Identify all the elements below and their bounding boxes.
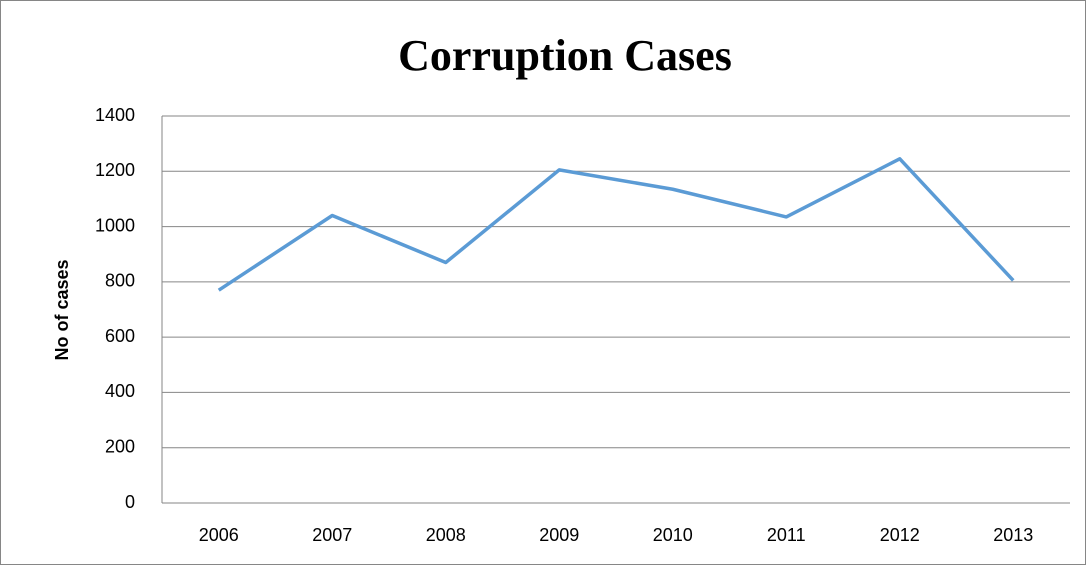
x-tick-label: 2007 bbox=[312, 525, 352, 545]
x-tick-label: 2013 bbox=[993, 525, 1033, 545]
y-tick-label: 200 bbox=[105, 436, 135, 456]
y-tick-label: 800 bbox=[105, 271, 135, 291]
x-tick-label: 2006 bbox=[199, 525, 239, 545]
x-tick-label: 2010 bbox=[653, 525, 693, 545]
y-tick-label: 1200 bbox=[95, 160, 135, 180]
y-tick-label: 0 bbox=[125, 492, 135, 512]
x-tick-label: 2011 bbox=[767, 525, 806, 545]
y-tick-label: 1000 bbox=[95, 215, 135, 235]
x-tick-label: 2009 bbox=[539, 525, 579, 545]
y-tick-label: 400 bbox=[105, 381, 135, 401]
y-axis-label: No of cases bbox=[52, 259, 72, 360]
y-tick-label: 1400 bbox=[95, 105, 135, 125]
x-tick-label: 2012 bbox=[880, 525, 920, 545]
chart-title: Corruption Cases bbox=[398, 31, 732, 80]
line-series bbox=[217, 157, 1015, 292]
x-tick-label: 2008 bbox=[426, 525, 466, 545]
y-tick-label: 600 bbox=[105, 326, 135, 346]
